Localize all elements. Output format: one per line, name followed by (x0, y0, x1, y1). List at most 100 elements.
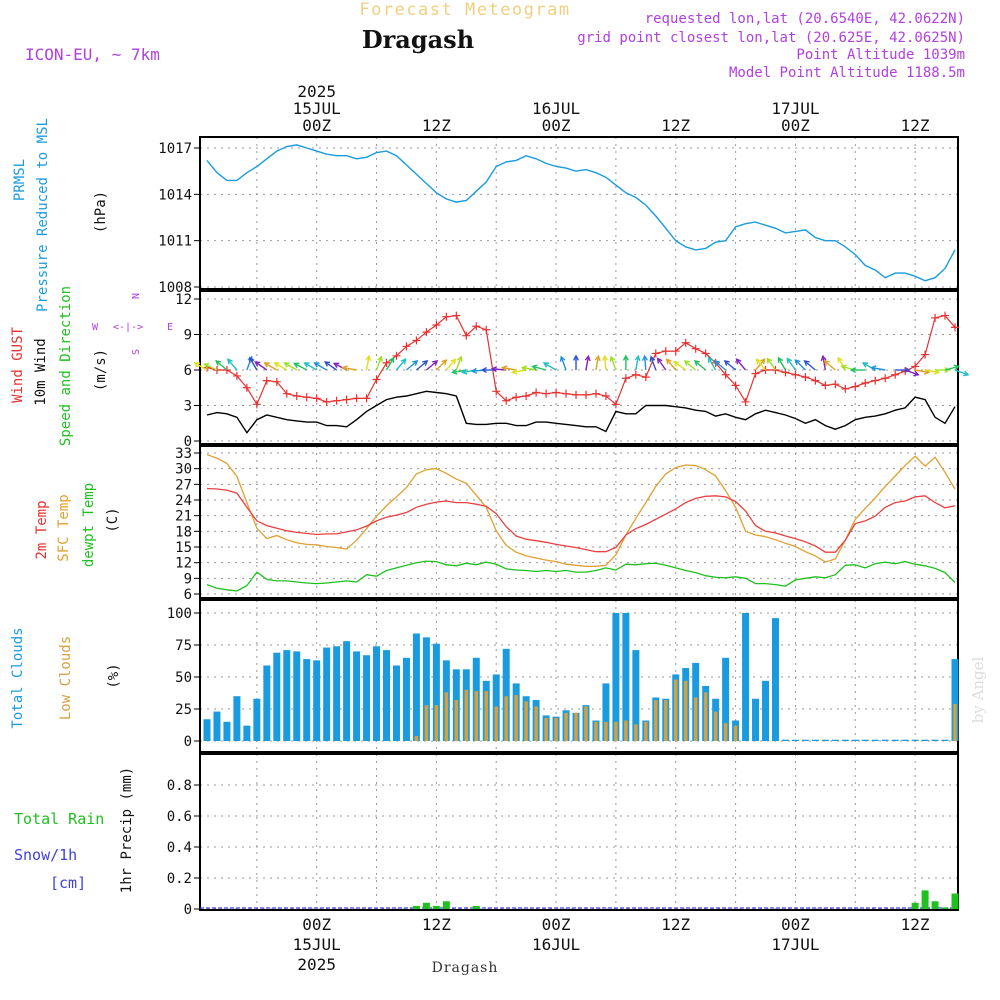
time-label-top: 12Z (901, 116, 930, 135)
gust-marker (591, 389, 600, 398)
wind-arrow (435, 359, 447, 371)
wind-arrow-head (226, 358, 233, 365)
wind-rose-e: E (167, 322, 173, 333)
wind-label-b: 10m Wind (33, 338, 49, 405)
wind-arrow-head (693, 360, 700, 366)
total-cloud-bar (891, 739, 899, 741)
wind-arrow-head (602, 354, 609, 361)
wind-arrow-head (332, 362, 340, 368)
footer-location: Dragash (432, 960, 499, 976)
pressure-label-b: Pressure Reduced to MSL (35, 118, 51, 312)
wind-arrow-head (649, 355, 656, 362)
temp-label-b: SFC Temp (56, 494, 72, 561)
wind-arrow-head (193, 362, 200, 368)
wind-arrow (824, 360, 836, 371)
wind-arrow (766, 358, 777, 371)
wind-arrow-head (673, 361, 680, 367)
time-label-bottom: 00Z (781, 915, 810, 934)
low-cloud-bar (703, 692, 708, 741)
wind-arrow (944, 365, 959, 371)
y-tick-label: 9 (184, 328, 192, 344)
time-label-top: 00Z (781, 116, 810, 135)
total-cloud-bar (432, 643, 440, 741)
total-cloud-bar (422, 637, 430, 741)
total-cloud-bar (781, 739, 789, 741)
total-cloud-bar (373, 646, 381, 741)
wind-arrow (522, 366, 537, 371)
wind-arrow (786, 358, 797, 371)
total-cloud-bar (412, 633, 420, 741)
precip-unit: 1hr Precip (mm) (119, 767, 135, 893)
rain-bar (422, 902, 430, 909)
total-cloud-bar (771, 618, 779, 741)
y-tick-label: 1017 (158, 141, 192, 157)
wind-arrow-head (247, 355, 254, 362)
wind-arrow (492, 368, 507, 371)
pressure-labels: PRMSL Pressure Reduced to MSL (hPa) (12, 118, 109, 312)
wind-direction-arrows (193, 354, 970, 377)
wind-arrow-head (283, 362, 290, 368)
wind-arrow-head (263, 362, 270, 368)
precip-frame (199, 753, 959, 911)
wind-arrow-head (794, 359, 801, 366)
low-cloud-bar (564, 712, 568, 741)
gust-marker (392, 351, 401, 360)
low-cloud-bar (534, 706, 538, 741)
gust-marker (492, 387, 501, 396)
wind-arrow-head (461, 368, 468, 375)
wind-label-c: Speed and Direction (58, 286, 74, 446)
gust-marker (222, 366, 231, 374)
wind-arrow-head (313, 362, 320, 368)
wind-arrow (304, 362, 318, 371)
gust-marker (312, 394, 321, 403)
wind-arrow-head (470, 367, 478, 374)
gust-marker (611, 400, 620, 409)
y-tick-label: 3 (184, 399, 192, 415)
wind-arrow-head (837, 356, 843, 363)
wind-arrow (406, 360, 418, 371)
total-cloud-bar (871, 739, 879, 741)
gust-marker (811, 376, 820, 385)
gust-marker (631, 370, 640, 379)
low-cloud-bar (434, 705, 439, 741)
gust-marker (372, 375, 381, 384)
wind-arrow-head (641, 354, 648, 361)
gust-marker (951, 323, 960, 332)
wind-arrow (954, 369, 969, 376)
time-label-bottom: 2025 (297, 955, 336, 974)
low-cloud-bar (733, 725, 738, 741)
wind-unit: (m/s) (93, 349, 109, 391)
wind-arrow-head (823, 360, 830, 366)
wind-arrow (694, 360, 707, 371)
model-altitude: Model Point Altitude 1188.5m (729, 65, 965, 81)
y-tick-label: 27 (175, 477, 192, 493)
wind-arrow-head (665, 358, 672, 365)
gust-marker (352, 394, 361, 403)
gust-marker (272, 377, 281, 386)
wind-arrow (673, 361, 687, 371)
low-cloud-bar (444, 692, 449, 741)
gust-marker (621, 374, 630, 383)
wind-arrow (203, 363, 218, 371)
wind-arrow-head (904, 366, 911, 374)
pressure-unit: (hPa) (93, 191, 109, 233)
total-cloud-bar (313, 660, 321, 741)
low-cloud-bar (514, 694, 518, 741)
low-cloud-bar (474, 691, 479, 741)
rain-bar (931, 901, 939, 909)
temp-2m-line (206, 487, 956, 553)
wind-arrow-head (803, 360, 810, 366)
y-tick-label: 24 (175, 493, 192, 509)
gust-marker (242, 383, 251, 392)
time-label-top: 00Z (542, 116, 571, 135)
gust-marker (911, 362, 920, 371)
total-cloud-bar (383, 650, 390, 741)
gust-marker (332, 396, 341, 405)
wind-arrow-head (451, 368, 458, 375)
wind-arrow (264, 362, 278, 371)
total-cloud-bar (632, 650, 640, 741)
gust-marker (542, 389, 551, 398)
wind-arrow-head (759, 358, 766, 365)
rain-bar (432, 905, 440, 909)
wind-arrow-head (963, 370, 970, 377)
